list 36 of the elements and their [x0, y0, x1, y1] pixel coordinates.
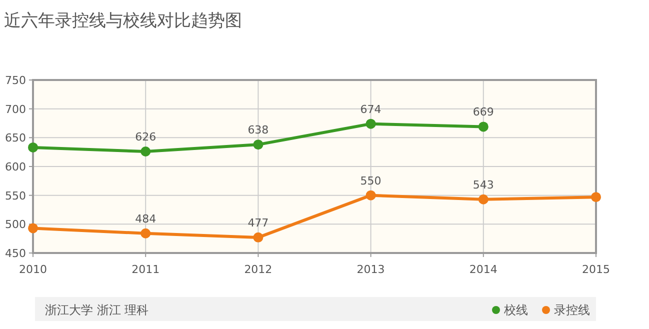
- point: [478, 194, 488, 204]
- data-label: 477: [248, 216, 269, 230]
- data-label: 626: [135, 130, 156, 144]
- point: [140, 146, 151, 157]
- x-tick-label: 2015: [582, 263, 610, 276]
- point: [28, 223, 38, 234]
- legend-label: 录控线: [554, 303, 590, 317]
- point: [253, 232, 264, 242]
- y-tick-label: 500: [5, 218, 26, 232]
- point: [366, 190, 376, 200]
- data-label: 674: [360, 102, 382, 116]
- data-label: 550: [360, 174, 382, 188]
- y-tick-label: 600: [5, 160, 26, 174]
- point: [28, 142, 38, 152]
- data-label: 543: [472, 178, 494, 192]
- y-tick-label: 750: [5, 74, 26, 87]
- point: [366, 118, 376, 129]
- legend-label: 校线: [503, 303, 528, 317]
- x-tick-label: 2011: [132, 263, 160, 276]
- y-tick-label: 650: [5, 132, 26, 145]
- x-tick-label: 2012: [244, 263, 272, 276]
- x-tick-label: 2013: [356, 263, 385, 276]
- y-tick-label: 700: [5, 102, 26, 116]
- point: [253, 140, 264, 150]
- point: [478, 122, 488, 132]
- point: [140, 228, 151, 238]
- data-label: 484: [135, 212, 156, 226]
- chart-title: 近六年录控线与校线对比趋势图: [4, 11, 242, 31]
- data-label: 638: [248, 124, 269, 137]
- data-label: 669: [472, 106, 494, 119]
- y-tick-label: 450: [5, 247, 26, 260]
- x-tick-label: 2014: [469, 263, 498, 276]
- text: 浙江大学 浙江 理科: [45, 303, 149, 317]
- point: [591, 192, 601, 202]
- y-tick-label: 550: [5, 189, 26, 202]
- x-tick-label: 2010: [19, 263, 47, 276]
